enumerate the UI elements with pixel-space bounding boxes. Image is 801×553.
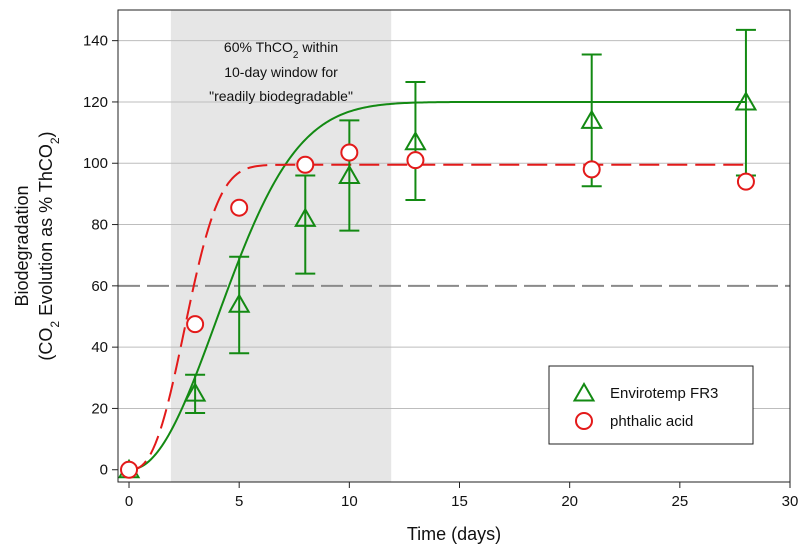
grid [118, 40, 790, 409]
window-annotation-line3: "readily biodegradable" [209, 88, 353, 104]
ylabel-part-5: ) [36, 131, 56, 137]
annotation-part-1: 60% ThCO [224, 39, 293, 55]
window-annotation-line1: 60% ThCO2 within [224, 39, 338, 61]
ylabel-part-1: (CO [36, 328, 56, 361]
x-tick-label: 15 [451, 493, 468, 510]
y-tick-label: 100 [83, 155, 108, 172]
window-shading [170, 10, 392, 482]
plot-frame [117, 9, 791, 483]
axis-ticks: 0 5 10 15 20 25 30 0 20 40 60 80 100 120 140 [83, 33, 798, 510]
x-tick-label: 20 [561, 493, 578, 510]
y-axis-label-line2: (CO2 Evolution as % ThCO2) [36, 131, 62, 360]
ylabel-subscript-2a: 2 [48, 321, 62, 328]
y-tick-label: 60 [91, 278, 108, 295]
data-point-0 [580, 109, 603, 129]
data-point-1 [736, 172, 755, 191]
x-axis-label: Time (days) [407, 524, 501, 544]
y-tick-label: 0 [100, 462, 108, 479]
legend-label-envirotemp: Envirotemp FR3 [610, 385, 718, 402]
data-point-1 [406, 151, 425, 170]
x-tick-label: 5 [235, 493, 243, 510]
data-point-0 [338, 164, 361, 185]
y-tick-label: 20 [91, 400, 108, 417]
fit-curve-1 [129, 163, 746, 471]
legend-circle-icon [575, 412, 593, 430]
legend-label-phthalic-acid: phthalic acid [610, 413, 693, 430]
x-tick-label: 25 [671, 493, 688, 510]
data-point-1 [582, 160, 601, 179]
x-tick-label: 0 [125, 493, 133, 510]
data-point-0 [183, 382, 207, 402]
annotation-subscript-2: 2 [293, 50, 299, 61]
ylabel-subscript-2b: 2 [48, 137, 62, 144]
data-point-0 [294, 207, 317, 227]
legend-box [548, 365, 754, 445]
data-point-1 [230, 198, 249, 217]
y-axis-label-line1: Biodegradation [12, 185, 32, 306]
data-point-1 [340, 143, 359, 162]
ylabel-part-3: Evolution as % ThCO [36, 144, 56, 321]
data-point-0 [734, 90, 758, 111]
fit-curve-0 [128, 100, 746, 471]
data-point-0 [404, 130, 427, 151]
data-point-1 [120, 460, 139, 479]
y-tick-label: 140 [83, 33, 108, 50]
y-tick-label: 80 [91, 217, 108, 234]
data-point-0 [227, 293, 251, 313]
legend-triangle-icon [572, 381, 596, 402]
annotation-part-3: within [298, 39, 338, 55]
window-annotation-line2: 10-day window for [224, 64, 338, 80]
y-tick-label: 120 [83, 94, 108, 111]
x-tick-label: 10 [341, 493, 358, 510]
legend: Envirotemp FR3 phthalic acid [548, 365, 754, 445]
data-point-1 [296, 155, 315, 174]
x-tick-label: 30 [782, 493, 799, 510]
data-point-1 [186, 315, 205, 334]
data-marks [117, 28, 758, 479]
fit-curves [128, 100, 746, 471]
y-tick-label: 40 [91, 339, 108, 356]
